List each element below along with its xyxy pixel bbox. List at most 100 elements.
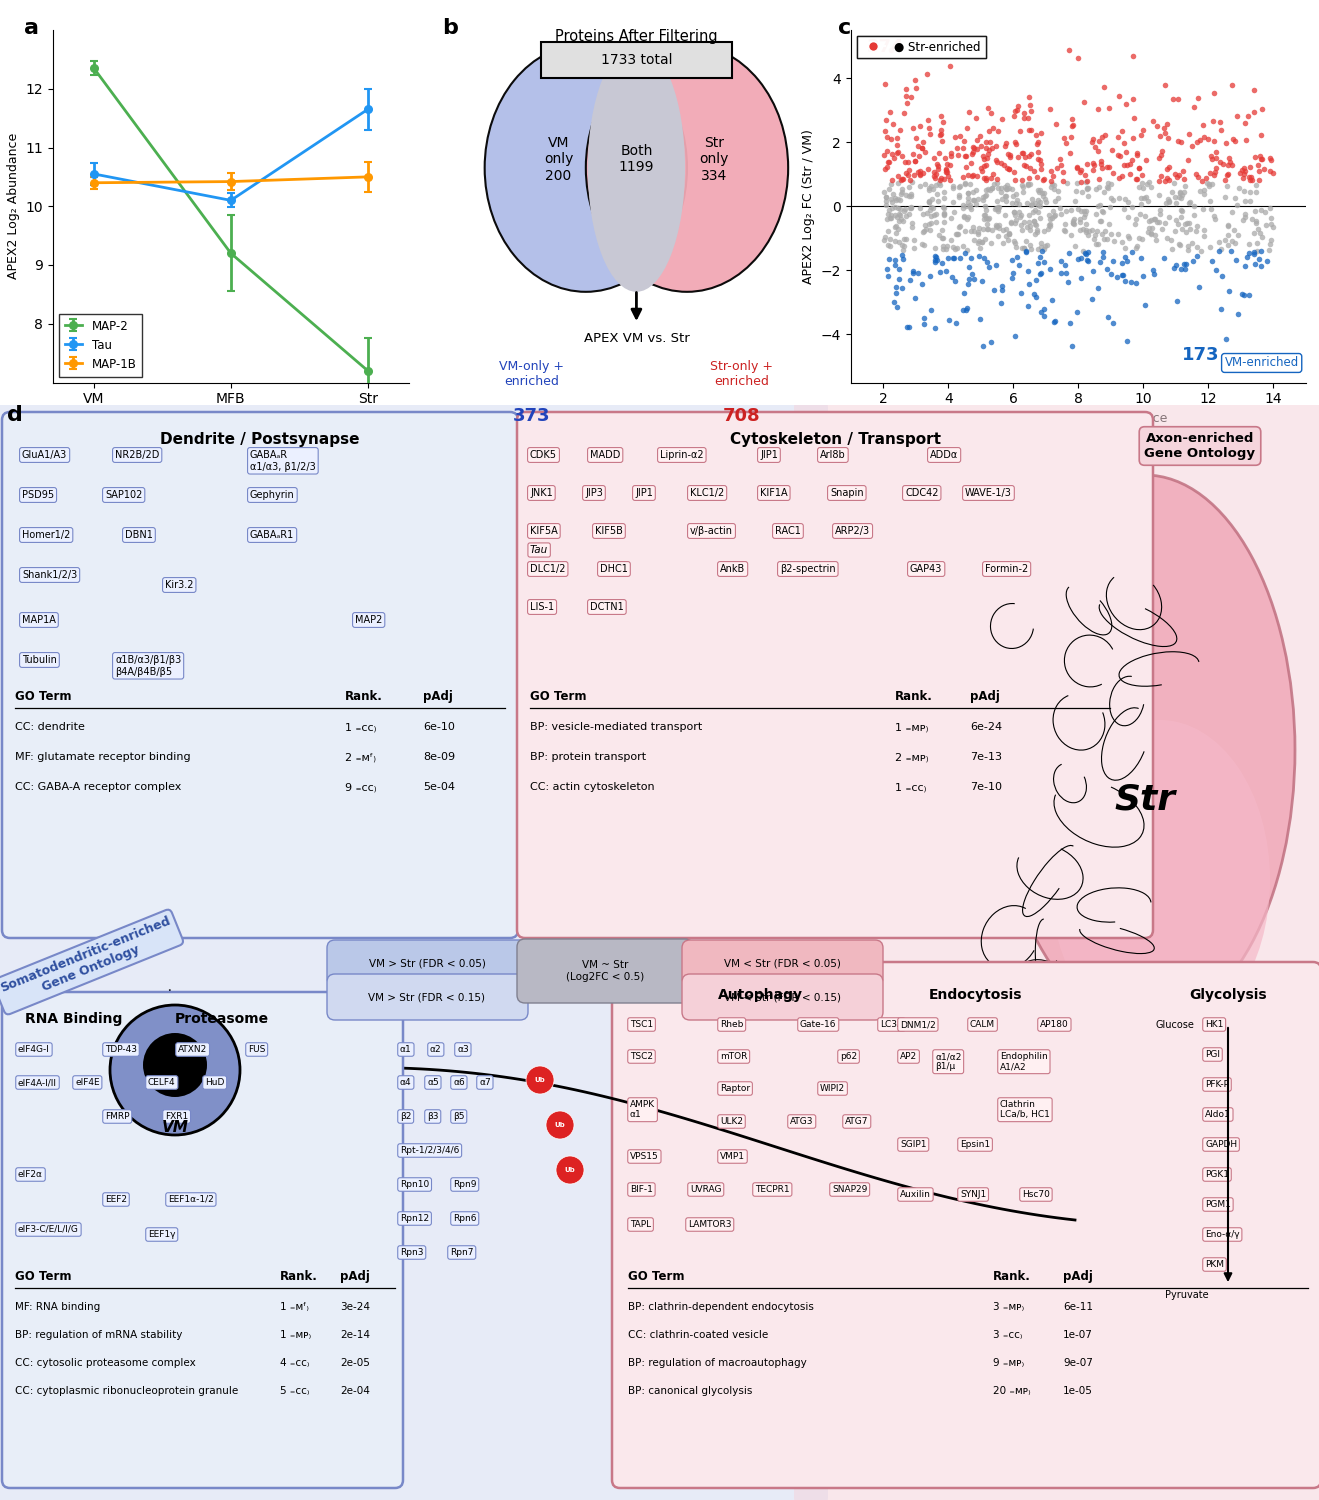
Point <box>1088 166 1109 190</box>
Point <box>1221 201 1242 225</box>
Point <box>1004 230 1025 254</box>
Point <box>1063 112 1084 136</box>
Point <box>979 118 1000 142</box>
Point <box>1029 206 1050 230</box>
Point <box>962 152 983 176</box>
Point <box>1107 142 1128 166</box>
Point <box>874 72 896 96</box>
Point <box>1237 105 1258 129</box>
Point <box>1260 196 1281 220</box>
Text: pAdj: pAdj <box>969 690 1000 703</box>
Point <box>1119 162 1140 186</box>
Point <box>985 213 1006 237</box>
Text: LC3A: LC3A <box>880 1020 904 1029</box>
Point <box>933 237 954 261</box>
Text: 7e-10: 7e-10 <box>969 782 1002 792</box>
Point <box>1178 123 1199 147</box>
Point <box>966 178 987 203</box>
Point <box>1170 198 1191 222</box>
Point <box>1260 159 1281 183</box>
Point <box>880 234 901 258</box>
Point <box>1018 202 1039 226</box>
Text: b: b <box>442 18 458 38</box>
Point <box>934 201 955 225</box>
Point <box>963 135 984 159</box>
Point <box>992 231 1013 255</box>
Point <box>1112 231 1133 255</box>
Point <box>1224 186 1245 210</box>
Text: Rpn3: Rpn3 <box>400 1248 423 1257</box>
Point <box>901 195 922 219</box>
Point <box>1045 202 1066 226</box>
Point <box>897 315 918 339</box>
Point <box>1178 234 1199 258</box>
Point <box>952 194 973 217</box>
Point <box>885 220 906 245</box>
Point <box>1117 224 1138 248</box>
Point <box>1060 198 1082 222</box>
Point <box>1130 246 1151 270</box>
Text: GO Term: GO Term <box>530 690 587 703</box>
Text: Proteasome: Proteasome <box>175 1013 269 1026</box>
Point <box>968 230 989 254</box>
Text: Eno-α/γ: Eno-α/γ <box>1206 1230 1240 1239</box>
Point <box>954 206 975 230</box>
Point <box>1001 266 1022 290</box>
Text: GO Term: GO Term <box>628 1270 685 1282</box>
Text: UVRAG: UVRAG <box>690 1185 721 1194</box>
FancyBboxPatch shape <box>0 400 828 1500</box>
Point <box>919 264 940 288</box>
Point <box>925 166 946 190</box>
Point <box>931 226 952 251</box>
Point <box>1082 286 1103 310</box>
Point <box>901 195 922 219</box>
Text: pAdj: pAdj <box>423 690 452 703</box>
Text: a: a <box>24 18 38 38</box>
Point <box>1039 258 1060 282</box>
Point <box>1199 160 1220 184</box>
Point <box>1050 153 1071 177</box>
Point <box>1260 147 1281 171</box>
Point <box>930 118 951 142</box>
Point <box>1026 219 1047 243</box>
Point <box>1192 198 1213 222</box>
Point <box>1162 237 1183 261</box>
Point <box>958 189 979 213</box>
Point <box>1004 200 1025 223</box>
Point <box>1260 211 1281 236</box>
Point <box>911 136 933 160</box>
Point <box>1074 202 1095 226</box>
Point <box>923 160 944 184</box>
Point <box>936 152 958 176</box>
Point <box>1076 170 1097 194</box>
Text: KIF5B: KIF5B <box>595 526 623 536</box>
Point <box>1029 244 1050 268</box>
Point <box>1223 128 1244 152</box>
Point <box>885 280 906 304</box>
Point <box>1224 129 1245 153</box>
Point <box>985 148 1006 172</box>
Text: PFK-P: PFK-P <box>1206 1080 1229 1089</box>
Point <box>1245 252 1266 276</box>
Point <box>1017 190 1038 214</box>
Text: α5: α5 <box>427 1078 439 1088</box>
Point <box>1097 171 1119 195</box>
Point <box>1016 240 1037 264</box>
FancyBboxPatch shape <box>794 400 1319 1500</box>
Point <box>1167 211 1188 236</box>
Point <box>1083 226 1104 251</box>
Text: VM: VM <box>161 1120 189 1136</box>
Point <box>882 146 904 170</box>
Point <box>947 135 968 159</box>
Point <box>952 165 973 189</box>
Point <box>1033 168 1054 192</box>
Point <box>1024 210 1045 234</box>
Point <box>944 200 966 223</box>
Text: JNK1: JNK1 <box>530 488 553 498</box>
Point <box>944 124 966 148</box>
Point <box>1024 282 1045 306</box>
Point <box>1260 206 1281 230</box>
Point <box>1070 246 1091 270</box>
Point <box>1141 216 1162 240</box>
Point <box>1070 210 1091 234</box>
